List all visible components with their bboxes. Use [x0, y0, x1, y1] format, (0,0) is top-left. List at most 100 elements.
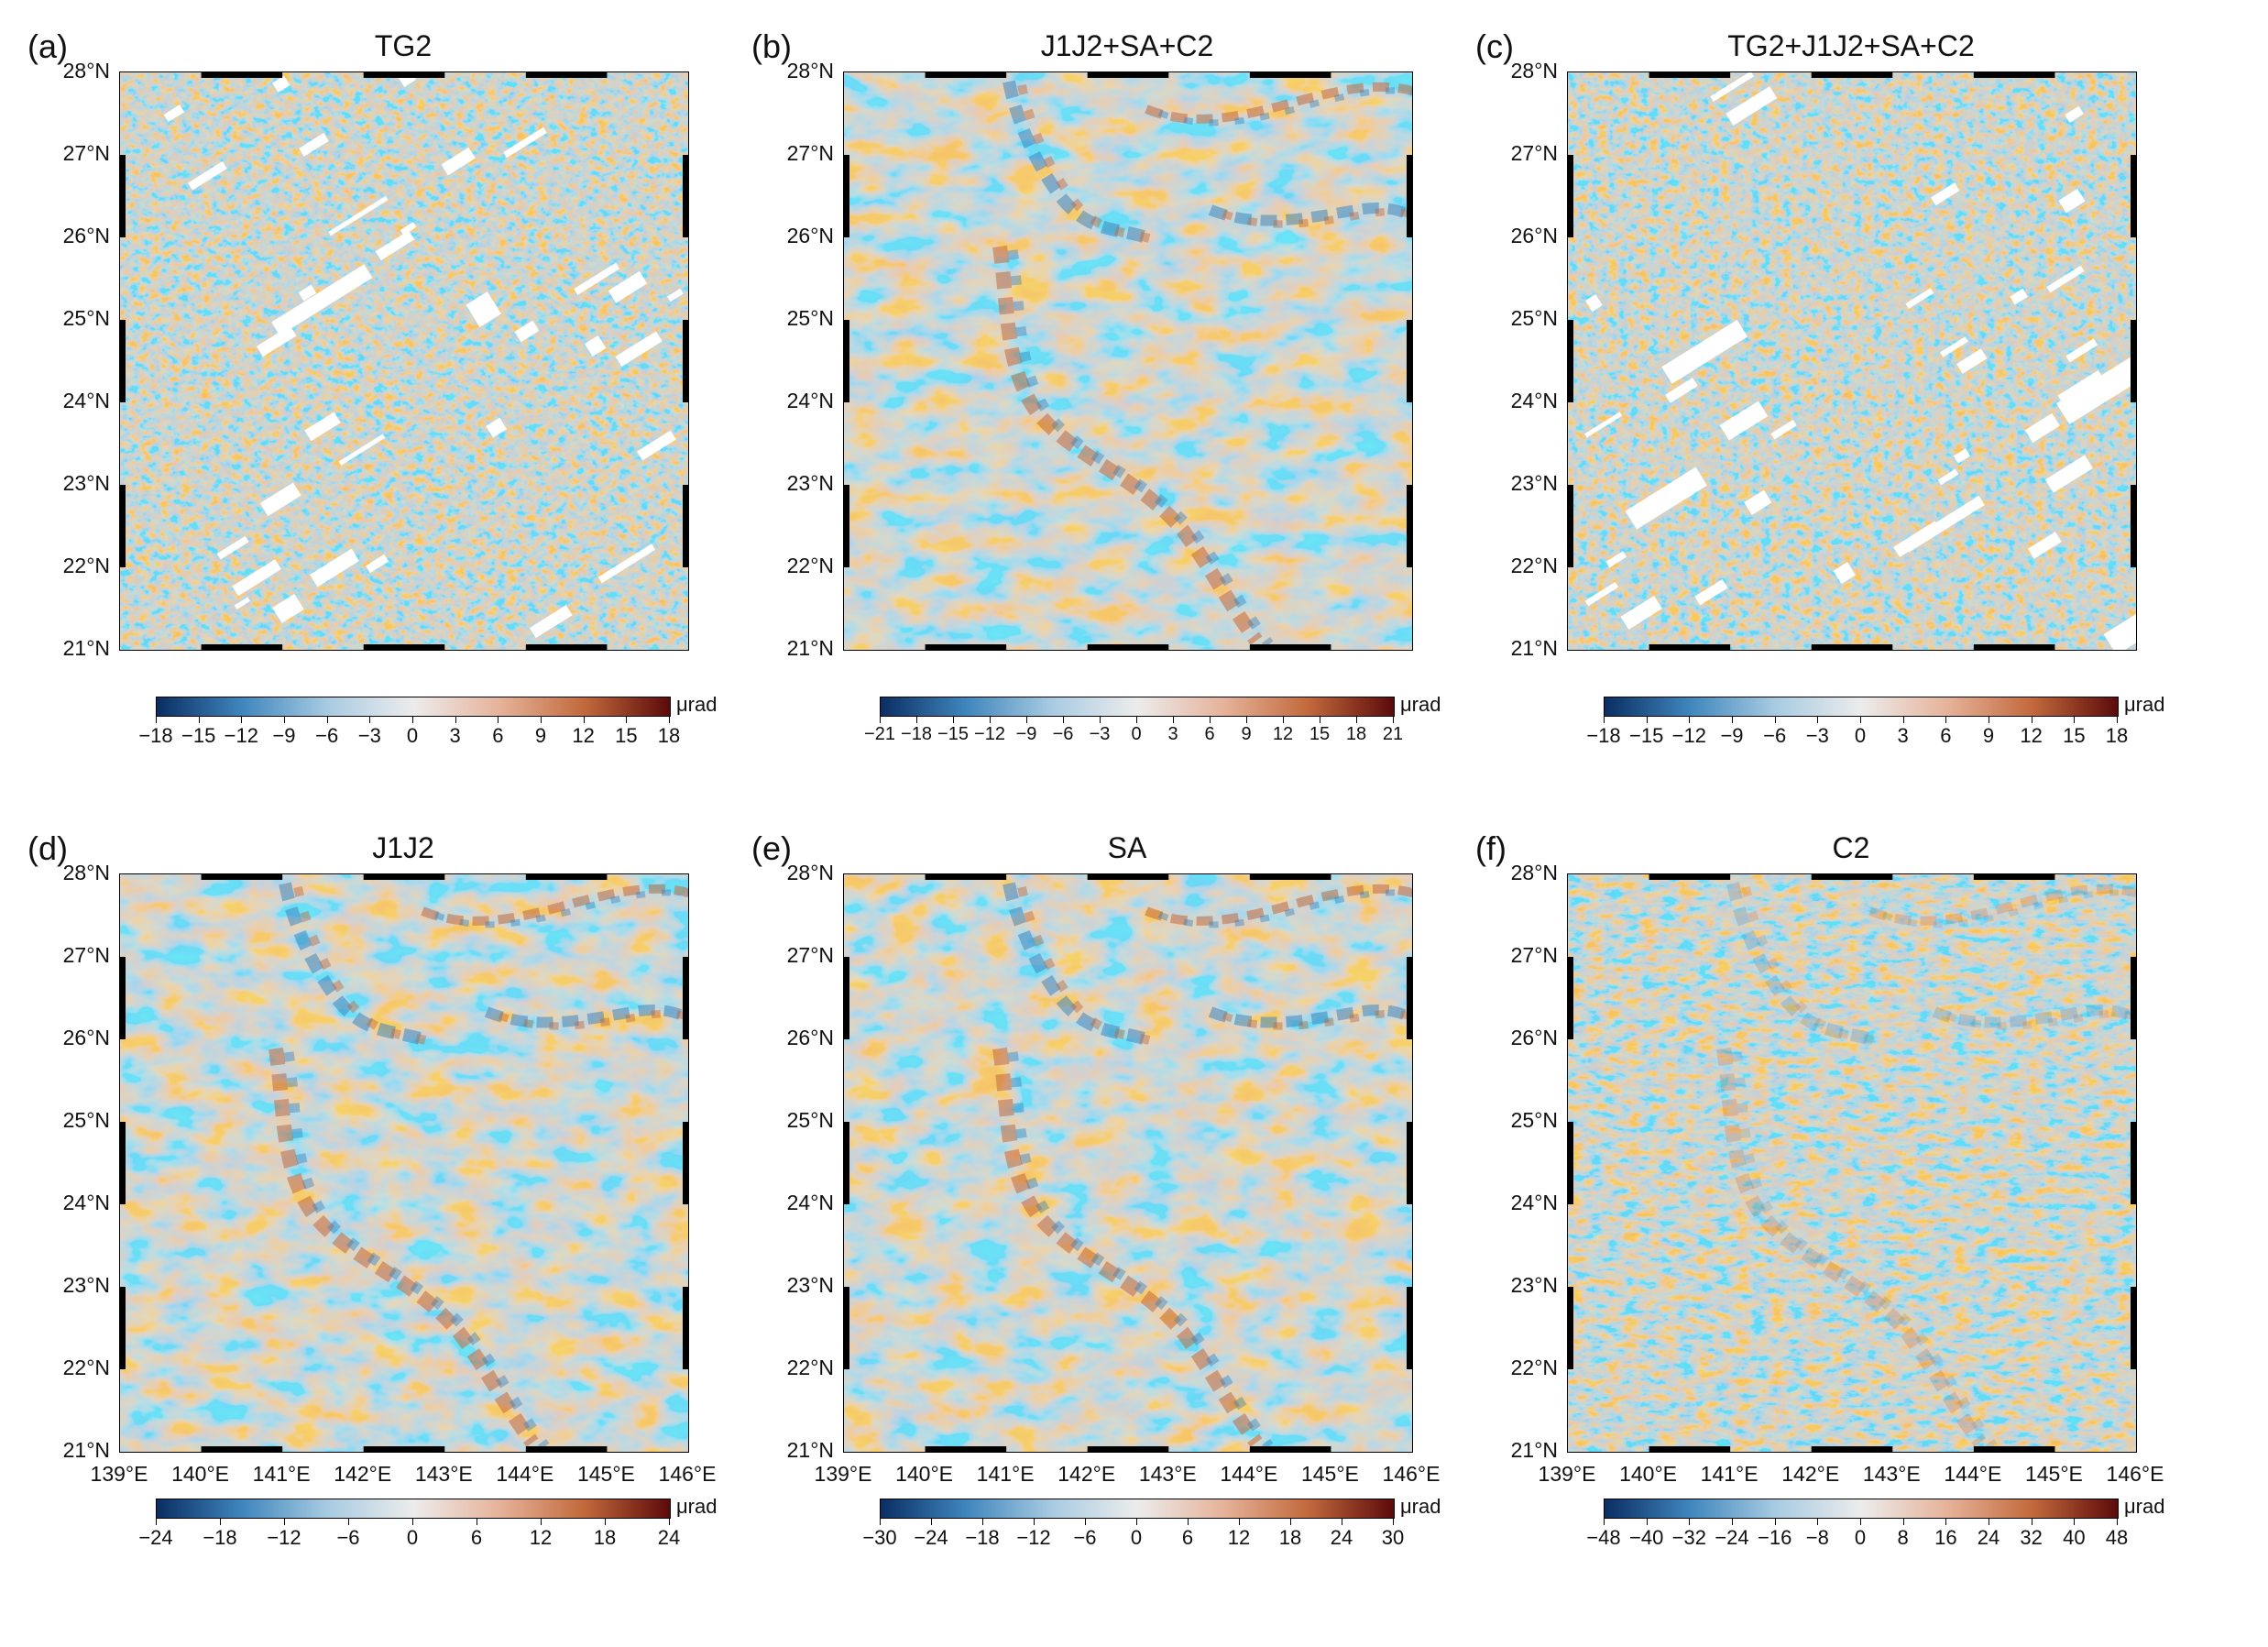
data-gap	[1584, 412, 1623, 438]
frame-segment	[683, 485, 688, 567]
colorbar-tick	[1188, 1519, 1189, 1525]
trench-feature	[279, 882, 425, 1046]
map-panel-c2: (f) C2 28°N 27°N 26°N 25°N 24°N 23°N 22°N 21°N 139…	[1475, 829, 2172, 1636]
colorbar-tick-label: −3	[357, 724, 381, 747]
lat-label: 24°N	[1510, 1191, 1558, 1214]
lat-label: 25°N	[786, 306, 834, 330]
anomaly-texture	[844, 72, 1412, 650]
trench-feature	[293, 886, 437, 1048]
colorbar	[880, 697, 1395, 717]
frame-segment	[1973, 1446, 2055, 1452]
lat-label: 21°N	[62, 636, 110, 660]
frame-segment	[1249, 1446, 1331, 1452]
lon-label: 141°E	[976, 1462, 1035, 1486]
colorbar-tick	[1356, 717, 1357, 723]
colorbar-tick	[1774, 1519, 1776, 1525]
data-gap	[1625, 467, 1707, 530]
colorbar-tick-label: −12	[224, 724, 258, 747]
colorbar-tick	[1604, 717, 1605, 723]
trench-feature	[1222, 1009, 1412, 1030]
colorbar-tick	[1817, 1519, 1819, 1525]
colorbar-tick-label: 9	[1241, 724, 1252, 744]
data-gap	[667, 288, 684, 302]
frame-segment	[525, 72, 608, 78]
colorbar-tick-label: −18	[965, 1526, 1000, 1549]
lon-label: 144°E	[1944, 1462, 2002, 1486]
colorbar-tick	[931, 1519, 932, 1525]
data-gap	[1661, 319, 1748, 384]
frame-segment	[683, 1287, 688, 1369]
colorbar-tick	[990, 717, 991, 723]
data-gap	[597, 544, 656, 584]
lat-label: 24°N	[62, 1191, 110, 1214]
frame-segment	[1407, 155, 1412, 237]
colorbar-tick-label: 40	[2063, 1526, 2086, 1549]
frame-segment	[2131, 485, 2136, 567]
lat-label: 23°N	[62, 471, 110, 495]
data-gap	[163, 104, 185, 123]
frame-segment	[925, 72, 1007, 78]
panel-label: (a)	[27, 27, 68, 65]
frame-segment	[844, 1122, 849, 1204]
lat-label: 21°N	[786, 1438, 834, 1462]
lat-label: 24°N	[1510, 389, 1558, 412]
lat-label: 25°N	[62, 1108, 110, 1132]
colorbar-tick-label: −40	[1628, 1526, 1664, 1549]
colorbar-tick	[541, 1519, 542, 1525]
colorbar-tick-label: −6	[336, 1526, 360, 1549]
frame-segment	[1249, 874, 1331, 880]
data-gap	[1719, 401, 1769, 441]
colorbar-tick-label: 16	[1934, 1526, 1957, 1549]
colorbar-tick-label: 0	[1854, 724, 1867, 747]
panel-title: C2	[1832, 831, 1870, 864]
colorbar-tick-label: 0	[406, 724, 419, 747]
colorbar-tick-label: 6	[492, 724, 504, 747]
frame-segment	[1568, 320, 1573, 402]
lon-label: 139°E	[1538, 1462, 1596, 1486]
lat-label: 22°N	[786, 554, 834, 577]
panel-label: (e)	[751, 829, 792, 867]
lat-label: 24°N	[62, 389, 110, 412]
trench-feature	[1868, 884, 2136, 926]
map-area	[119, 873, 689, 1453]
deflection-field	[120, 72, 688, 650]
frame-segment	[120, 957, 126, 1039]
colorbar-tick	[2074, 717, 2076, 723]
lat-label: 22°N	[786, 1356, 834, 1379]
colorbar-tick-label: 6	[1204, 724, 1215, 744]
lat-label: 22°N	[62, 554, 110, 577]
lon-label: 139°E	[814, 1462, 872, 1486]
colorbar-unit: μrad	[2124, 1495, 2165, 1518]
data-gap	[486, 417, 508, 438]
colorbar-tick	[1945, 717, 1947, 723]
lat-label: 28°N	[62, 59, 110, 82]
data-gap	[234, 597, 251, 609]
deflection-field	[844, 72, 1412, 650]
colorbar-tick	[1646, 717, 1648, 723]
lon-label: 143°E	[1138, 1462, 1197, 1486]
colorbar-tick-label: −12	[1671, 724, 1706, 747]
lon-label: 139°E	[90, 1462, 148, 1486]
frame-segment	[525, 874, 608, 880]
colorbar-tick	[982, 1519, 983, 1525]
lat-label: 27°N	[786, 943, 834, 967]
lat-label: 26°N	[786, 1026, 834, 1049]
colorbar-tick	[1173, 717, 1174, 723]
colorbar-tick	[916, 717, 917, 723]
colorbar-tick	[1085, 1519, 1086, 1525]
colorbar-tick	[669, 717, 670, 723]
colorbar-tick	[2117, 717, 2118, 723]
colorbar-tick-label: −12	[974, 724, 1005, 744]
colorbar-tick-label: 32	[2020, 1526, 2043, 1549]
colorbar-tick	[1210, 717, 1211, 723]
trench-feature	[1208, 203, 1412, 226]
lon-label: 140°E	[895, 1462, 954, 1486]
data-gap	[2046, 265, 2085, 293]
colorbar-unit: μrad	[2124, 693, 2165, 716]
panel-label: (d)	[27, 829, 68, 867]
colorbar-tick-label: −9	[272, 724, 296, 747]
colorbar-tick-label: 18	[2105, 724, 2129, 747]
lat-label: 28°N	[62, 861, 110, 884]
frame-segment	[1568, 155, 1573, 237]
data-gap	[1770, 419, 1797, 440]
